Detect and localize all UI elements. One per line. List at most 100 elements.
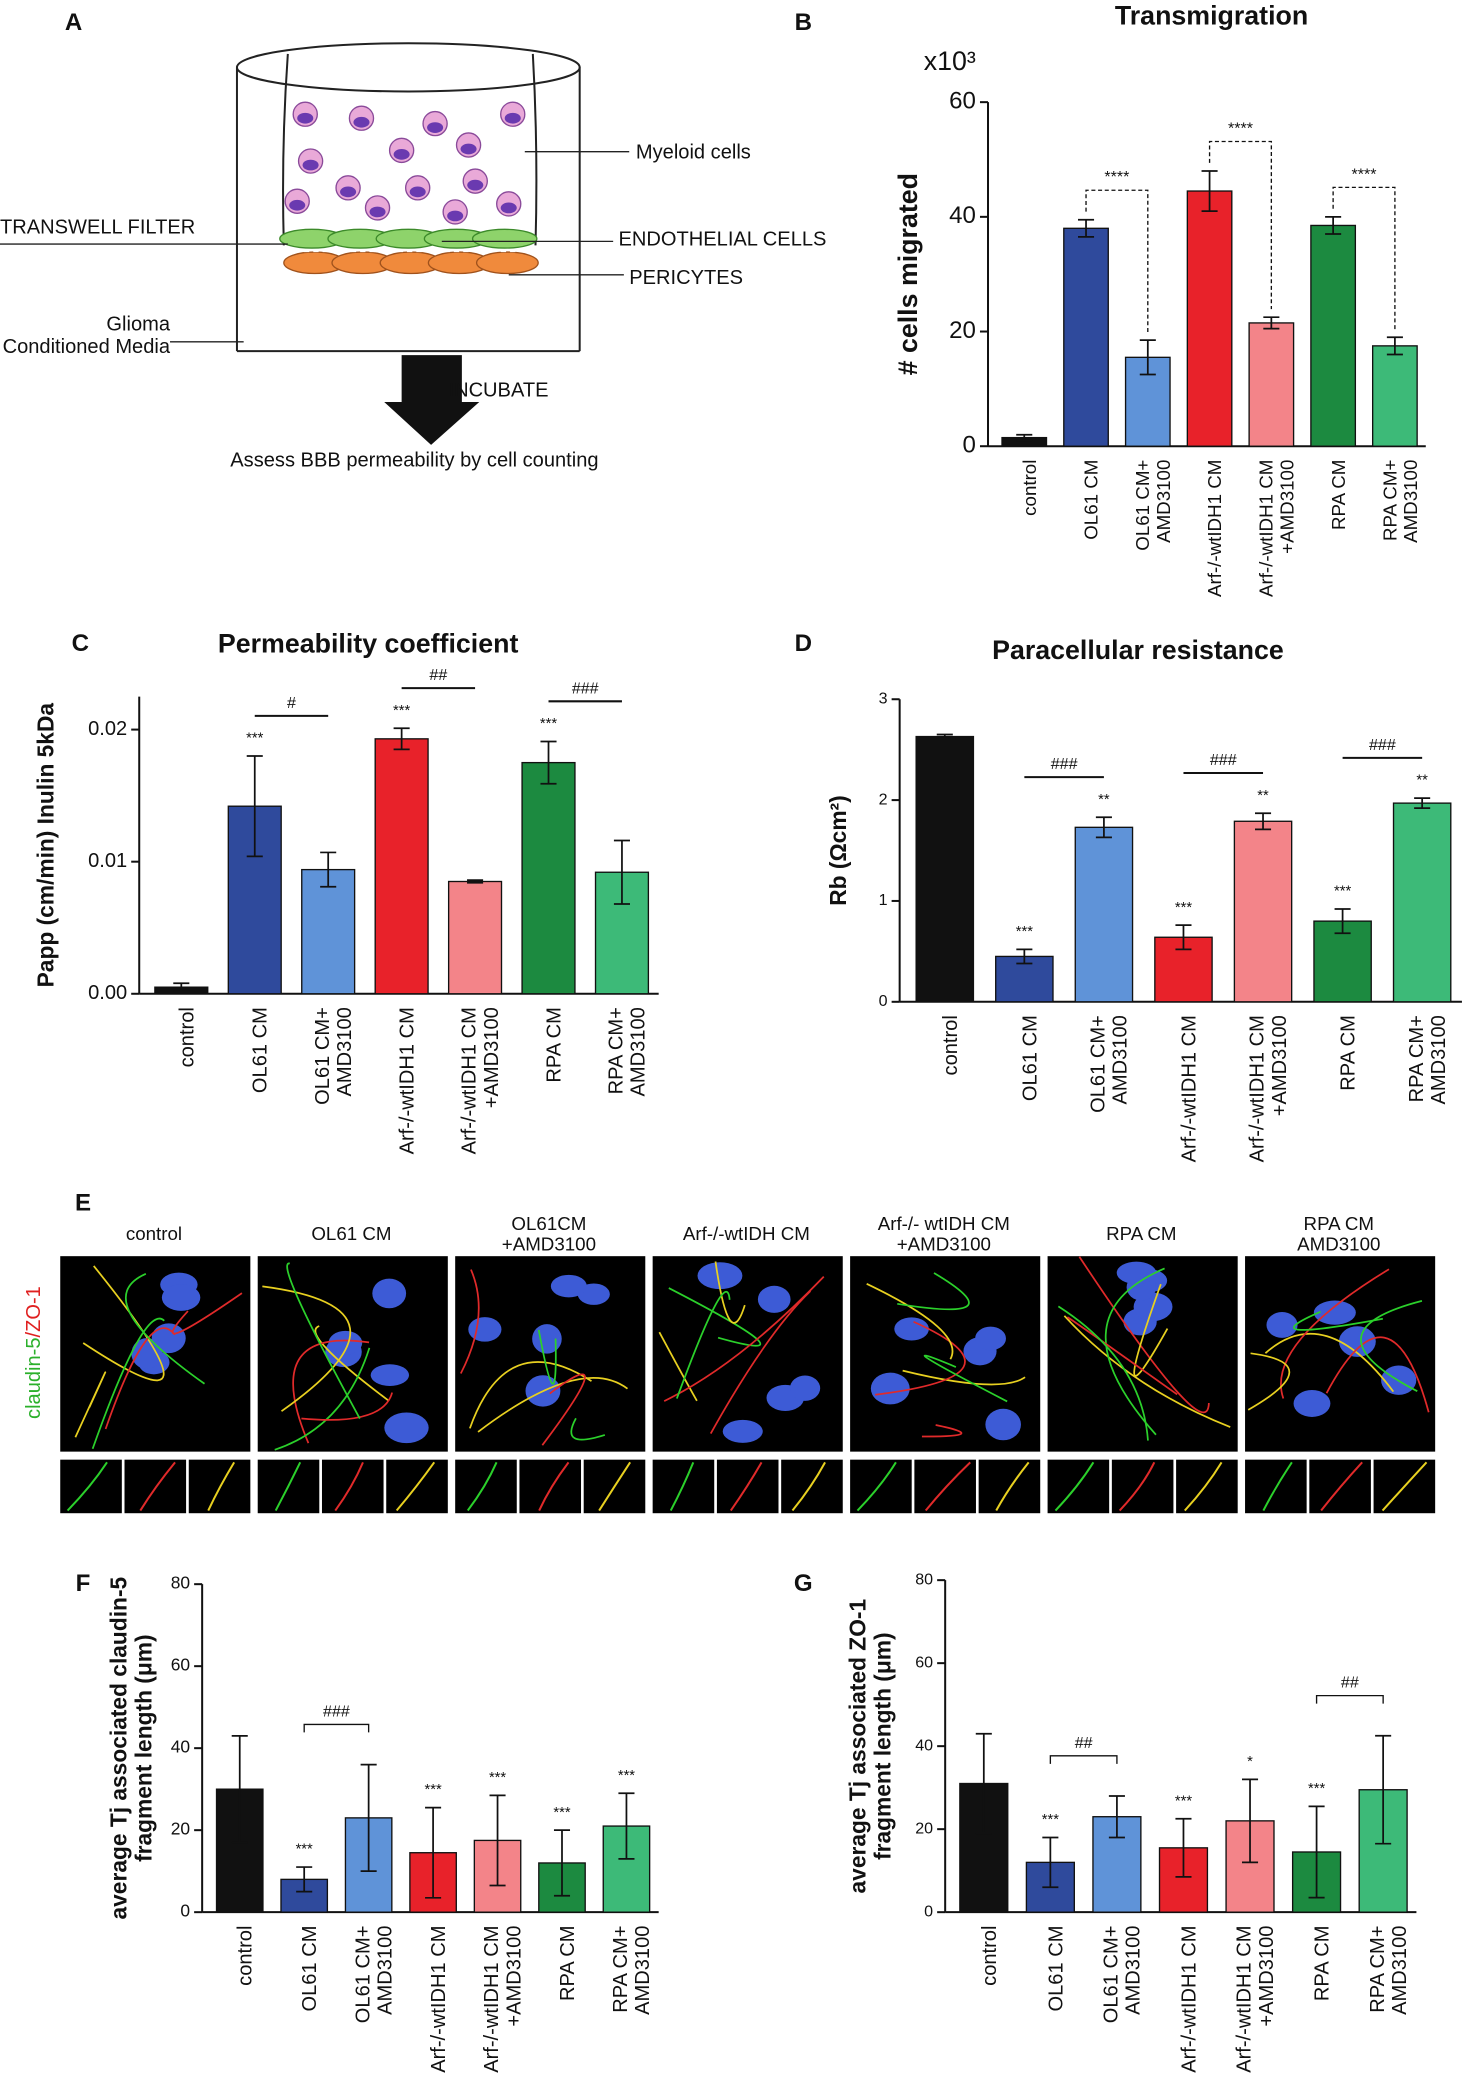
significance: *** — [489, 1770, 506, 1786]
crop-junction — [598, 1461, 631, 1512]
crop — [1047, 1459, 1110, 1514]
x-tick-label: Arf-/-wtIDH1 CM+AMD3100 — [481, 1926, 525, 2073]
error-bar — [393, 727, 410, 751]
nucleus — [289, 199, 306, 211]
y-tick-label: 0 — [963, 432, 976, 459]
diagram-label: Assess BBB permeability by cell counting — [230, 449, 598, 471]
significance: *** — [618, 1768, 635, 1784]
chart: Permeability coefficient Papp (cm/min) In… — [33, 628, 659, 1154]
y-tick-label: 40 — [949, 202, 976, 229]
crop-junction — [466, 1461, 498, 1512]
x-tick-label: control — [940, 1015, 962, 1075]
junction — [286, 1262, 361, 1419]
y-tick-label: 80 — [915, 1570, 933, 1588]
panel-header: OL61 CM — [311, 1223, 391, 1244]
junction — [82, 1265, 165, 1382]
x-tick-label: control — [1019, 460, 1040, 516]
junction — [1360, 1300, 1423, 1392]
nucleus — [409, 186, 426, 198]
x-tick-label: OL61 CM — [1081, 460, 1102, 540]
error-bar — [1095, 816, 1112, 839]
bracket-label: **** — [1352, 165, 1377, 183]
x-tick-label: Arf-/-wtIDH1 CM+AMD3100 — [1256, 460, 1298, 597]
panel-label: E — [75, 1190, 91, 1217]
nucleus — [870, 1372, 910, 1405]
junction — [658, 1331, 698, 1402]
pericyte — [475, 251, 539, 275]
panel-label: F — [76, 1570, 91, 1597]
significance: *** — [296, 1842, 313, 1858]
y-tick-label: 20 — [949, 317, 976, 344]
x-tick-label: Arf-/-wtIDH1 CM — [1178, 1015, 1200, 1162]
error-bar — [1139, 339, 1156, 376]
nucleus — [302, 159, 319, 171]
x-tick-label: OL61 CM+AMD3100 — [1132, 460, 1174, 551]
panel-header: RPA CM AMD3100 — [1297, 1213, 1380, 1255]
junction — [74, 1371, 107, 1438]
nucleus — [468, 1317, 502, 1342]
crop — [914, 1459, 976, 1514]
junction — [1057, 1305, 1149, 1441]
nucleus — [369, 206, 386, 218]
junction — [537, 1329, 557, 1385]
x-tick-label: OL61 CM — [299, 1926, 321, 2012]
crop — [978, 1459, 1041, 1514]
crop-junction — [669, 1461, 695, 1512]
error-bar — [1108, 1795, 1125, 1839]
bar — [1063, 227, 1109, 447]
nucleus — [975, 1326, 1006, 1351]
bar — [1371, 345, 1418, 447]
bar — [915, 735, 975, 1003]
panel-header: Arf-/-wtIDH CM — [683, 1223, 810, 1244]
junction — [292, 1339, 370, 1444]
diagram-label: INCUBATE — [448, 380, 548, 402]
chart: Paracellular resistance Rb (Ωcm²) 0 1 2 3 cont… — [825, 635, 1462, 1162]
nucleus — [722, 1419, 763, 1443]
significance: *** — [553, 1805, 570, 1821]
x-tick-label: OL61 CM — [1019, 1015, 1041, 1101]
nucleus — [151, 1323, 186, 1354]
significance: *** — [1016, 924, 1033, 940]
panel-label: A — [65, 9, 82, 36]
nucleus — [532, 1324, 562, 1354]
y-unit: x10³ — [924, 46, 976, 76]
bracket-label: ## — [1075, 1734, 1093, 1752]
junction — [897, 1272, 970, 1311]
bracket-label: ### — [572, 679, 599, 697]
y-tick-label: 0.01 — [88, 850, 127, 872]
significance-bracket — [1049, 1755, 1118, 1764]
crop — [519, 1459, 582, 1514]
x-tick-label: control — [235, 1926, 257, 1986]
bracket-label: ## — [429, 666, 447, 684]
y-tick-label: 3 — [879, 689, 888, 707]
junction — [1280, 1268, 1390, 1399]
junction — [1264, 1332, 1395, 1393]
y-axis-label: average Tj associated ZO-1fragment lengt… — [845, 1599, 896, 1894]
panel-header: RPA CM — [1106, 1223, 1176, 1244]
crop-junction — [856, 1461, 897, 1512]
y-tick-label: 60 — [949, 88, 976, 115]
stain-label: claudin-5/ZO-1 — [23, 1286, 45, 1419]
crop-junction — [207, 1461, 236, 1511]
panel-header: control — [126, 1223, 182, 1244]
crop — [781, 1459, 843, 1514]
error-bar — [246, 755, 263, 858]
nucleus — [384, 1412, 429, 1444]
junction — [676, 1290, 731, 1399]
error-bar — [489, 1794, 506, 1887]
diagram-label: ENDOTHELIAL CELLS — [619, 228, 827, 250]
error-bar — [425, 1806, 442, 1899]
bracket-label: ## — [1341, 1674, 1359, 1692]
y-tick-label: 80 — [171, 1573, 190, 1593]
y-tick-label: 0 — [924, 1902, 933, 1920]
significance: *** — [1175, 1793, 1192, 1809]
bracket-label: ### — [1369, 736, 1396, 754]
y-tick-label: 60 — [171, 1655, 190, 1675]
x-tick-label: Arf-/-wtIDH1 CM — [1204, 460, 1225, 597]
nucleus — [427, 122, 444, 133]
x-tick-label: OL61 CM+AMD3100 — [353, 1926, 397, 2024]
significance: *** — [1334, 884, 1351, 900]
error-bar — [1375, 1734, 1392, 1845]
error-bar — [1255, 812, 1272, 831]
junction — [262, 1285, 352, 1412]
